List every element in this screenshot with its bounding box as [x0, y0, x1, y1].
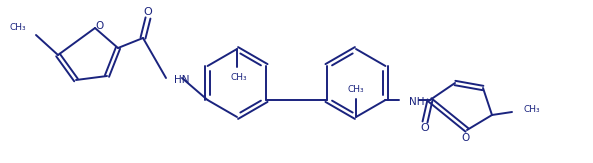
- Text: O: O: [461, 133, 469, 143]
- Text: CH₃: CH₃: [231, 73, 247, 82]
- Text: CH₃: CH₃: [9, 22, 26, 31]
- Text: CH₃: CH₃: [347, 84, 364, 94]
- Text: CH₃: CH₃: [524, 105, 541, 114]
- Text: O: O: [420, 123, 429, 133]
- Text: O: O: [96, 21, 104, 31]
- Text: NH: NH: [409, 97, 425, 107]
- Text: HN: HN: [174, 75, 190, 85]
- Text: O: O: [144, 7, 152, 17]
